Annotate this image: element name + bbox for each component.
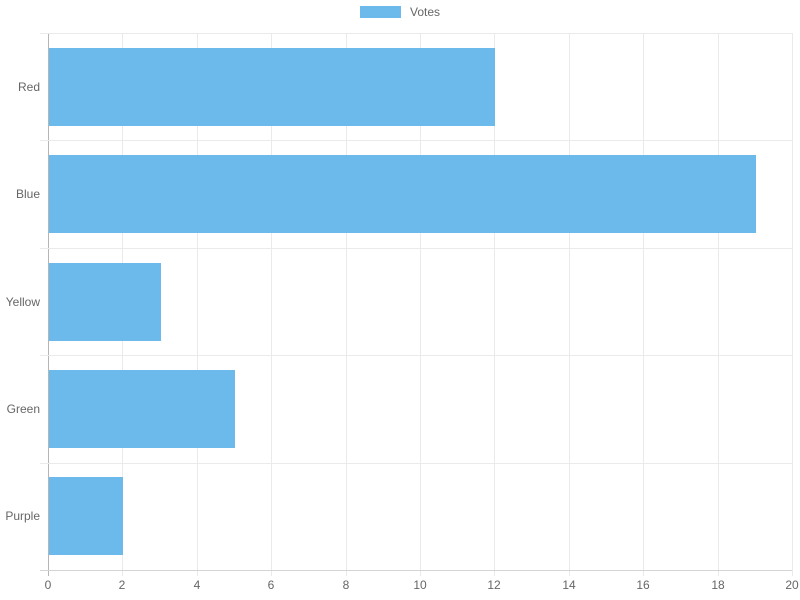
x-tick-label: 16 [636, 578, 650, 592]
bar-purple[interactable] [49, 477, 123, 555]
y-tick-label: Purple [5, 509, 40, 523]
x-axis-line [40, 570, 792, 571]
gridline-vertical [271, 33, 272, 576]
y-tick-label: Blue [15, 187, 40, 201]
y-tick-label: Yellow [5, 295, 40, 309]
x-tick-label: 4 [193, 578, 201, 592]
gridline-horizontal [40, 463, 792, 464]
gridline-horizontal [40, 355, 792, 356]
gridline-vertical [346, 33, 347, 576]
gridline-horizontal [40, 248, 792, 249]
x-tick-label: 12 [487, 578, 501, 592]
y-tick-label: Red [17, 80, 40, 94]
x-tick-label: 0 [44, 578, 52, 592]
gridline-vertical [494, 33, 495, 576]
legend-swatch [359, 6, 401, 18]
x-tick-label: 6 [267, 578, 275, 592]
gridline-vertical [643, 33, 644, 576]
x-tick-label: 2 [118, 578, 126, 592]
x-tick-label: 8 [342, 578, 350, 592]
gridline-vertical [792, 33, 793, 576]
x-tick-label: 14 [562, 578, 576, 592]
gridline-horizontal [40, 140, 792, 141]
bar-red[interactable] [49, 48, 495, 126]
x-tick-label: 20 [785, 578, 799, 592]
legend-label: Votes [409, 5, 441, 19]
bar-yellow[interactable] [49, 263, 161, 341]
gridline-vertical [718, 33, 719, 576]
legend-item-votes[interactable]: Votes [0, 6, 800, 18]
gridline-horizontal [40, 33, 792, 34]
y-tick-label: Green [6, 402, 40, 416]
gridline-vertical [569, 33, 570, 576]
y-axis-line [48, 33, 49, 576]
plot-area [40, 33, 793, 576]
x-tick-label: 18 [711, 578, 725, 592]
bar-blue[interactable] [49, 155, 756, 233]
x-tick-label: 10 [413, 578, 427, 592]
bar-green[interactable] [49, 370, 235, 448]
gridline-vertical [420, 33, 421, 576]
gridline-vertical [197, 33, 198, 576]
